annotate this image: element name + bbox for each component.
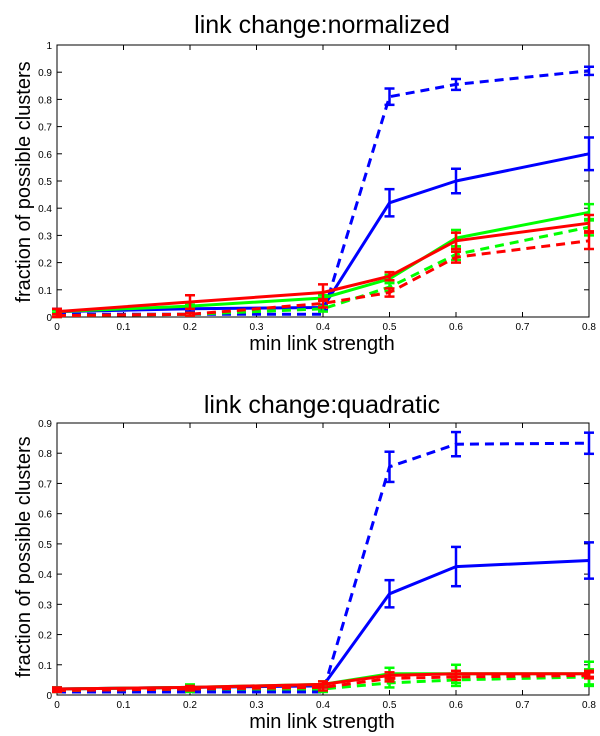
y-tick-label: 0.2 [38,259,52,270]
series-line [56,672,589,691]
error-bar [584,671,594,680]
series-line [57,441,590,694]
error-bar [384,270,395,282]
error-bar [384,287,395,298]
error-bar [185,293,195,311]
y-tick-label: 0.4 [38,570,52,581]
y-tick-label: 0.1 [38,661,52,672]
x-tick-label: 0.4 [316,322,330,333]
y-tick-label: 0.9 [38,419,52,430]
series-group [52,430,594,694]
x-tick-label: 0.2 [183,700,197,711]
error-bar [52,313,62,319]
plot-frame [56,422,590,696]
error-bar [584,541,594,580]
axis-ticks: 0 0.1 0.2 0.3 0.4 0.5 0.6 0.7 0.8 0 0.1 0.2 0.3 0.4 0.… [38,41,596,333]
error-bar [451,545,461,588]
series-line [56,152,590,314]
error-bar [318,298,328,309]
y-tick-label: 0.3 [38,231,52,242]
y-tick-label: 0 [46,313,52,324]
y-tick-label: 0.8 [38,449,52,460]
error-bar [451,77,461,92]
error-bar [584,431,594,456]
error-bar [384,578,395,609]
error-bar [185,311,195,317]
chart-panel-quadratic: link change:quadratic min link strength … [13,391,596,733]
series-line [56,221,590,314]
series-line [56,559,590,691]
x-tick-label: 0.5 [383,700,397,711]
x-tick-label: 0.6 [449,322,463,333]
series-line [56,210,590,314]
y-axis-label: fraction of possible clusters [13,436,35,677]
x-tick-label: 0.8 [582,700,596,711]
x-tick-label: 0.1 [117,700,131,711]
x-tick-label: 0 [54,700,60,711]
x-tick-label: 0.4 [316,700,330,711]
y-tick-label: 0.6 [38,510,52,521]
series-line [56,673,590,692]
chart-title: link change:normalized [194,11,450,39]
y-tick-label: 0.8 [38,95,52,106]
error-bar [584,231,594,251]
chart-panel-normalized: link change:normalized min link strength… [13,11,596,355]
x-axis-label: min link strength [249,333,395,355]
x-tick-label: 0.3 [250,700,264,711]
x-tick-label: 0.6 [449,700,463,711]
error-bar [384,187,395,218]
x-tick-label: 0 [54,322,60,333]
x-tick-label: 0.7 [516,322,530,333]
y-tick-label: 0.5 [38,177,52,188]
error-bar [384,450,395,484]
y-tick-label: 0.2 [38,631,52,642]
y-tick-label: 0.4 [38,204,52,215]
error-bar [451,231,461,251]
y-tick-label: 0.5 [38,540,52,551]
plot-frame [56,44,590,318]
x-tick-label: 0.3 [250,322,264,333]
x-axis-label: min link strength [249,711,395,733]
y-tick-label: 0.7 [38,479,52,490]
y-tick-label: 0.9 [38,68,52,79]
series-line [57,69,590,316]
error-bar [52,687,62,694]
y-axis-label: fraction of possible clusters [13,61,35,302]
error-bar [584,136,594,172]
error-bar [451,430,461,458]
x-tick-label: 0.8 [582,322,596,333]
error-bar [584,213,594,233]
chart-title: link change:quadratic [204,391,440,419]
y-tick-label: 0.7 [38,123,52,134]
y-tick-label: 0 [46,691,52,702]
y-tick-label: 0.1 [38,286,52,297]
error-bar [384,674,395,683]
error-bar [384,87,395,107]
error-bar [318,683,328,692]
y-tick-label: 1 [46,41,52,52]
error-bar [451,167,461,195]
x-tick-label: 0.7 [516,700,530,711]
series-line [56,239,590,318]
y-tick-label: 0.3 [38,600,52,611]
y-tick-label: 0.6 [38,150,52,161]
x-tick-label: 0.1 [117,322,131,333]
x-tick-label: 0.5 [383,322,397,333]
x-tick-label: 0.2 [183,322,197,333]
error-bar [584,65,594,77]
error-bar [451,250,461,264]
series-group [52,65,594,319]
error-bar [451,672,461,682]
error-bar [185,686,195,692]
